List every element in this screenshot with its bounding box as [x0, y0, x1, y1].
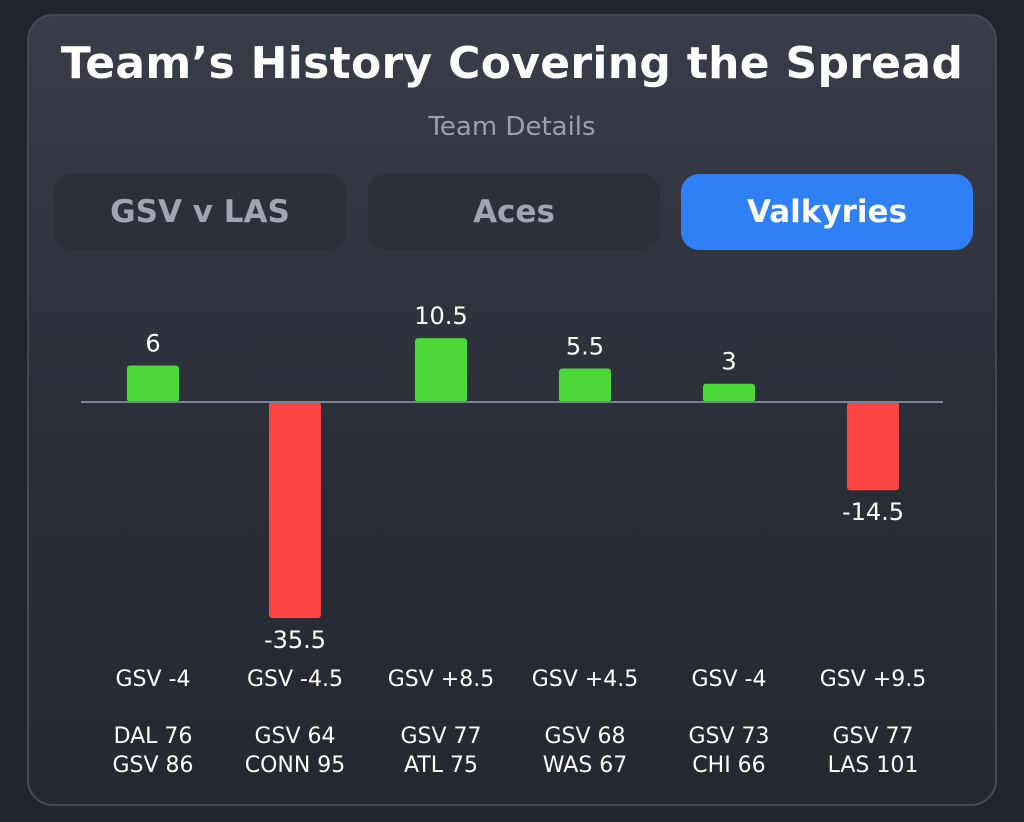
score-line-1: GSV 68 [544, 724, 625, 749]
score-line-1: DAL 76 [114, 724, 193, 749]
data-label: 10.5 [414, 302, 467, 330]
spread-label: GSV +8.5 [388, 667, 494, 692]
score-line-1: GSV 77 [400, 724, 481, 749]
bar-chart: 6 GSV -4 DAL 76 GSV 86 -35.5 GSV -4.5 GSV 64 CO… [81, 302, 943, 778]
spread-label: GSV +4.5 [532, 667, 638, 692]
bar [269, 402, 321, 618]
spread-label: GSV -4 [692, 667, 767, 692]
tab-aces[interactable]: Aces [368, 174, 660, 250]
chart-subtitle: Team Details [428, 112, 596, 142]
chart-card: Team’s History Covering the Spread Team … [27, 14, 997, 806]
score-line-2: WAS 67 [543, 753, 628, 778]
score-line-2: CONN 95 [245, 753, 346, 778]
bar [559, 368, 611, 402]
spread-label: GSV +9.5 [820, 667, 926, 692]
bar [415, 338, 467, 402]
data-label: -14.5 [842, 498, 904, 526]
spread-label: GSV -4 [116, 667, 191, 692]
bar [127, 365, 179, 402]
spread-label: GSV -4.5 [247, 667, 343, 692]
bar [703, 383, 755, 402]
score-line-1: GSV 64 [254, 724, 335, 749]
chart-title: Team’s History Covering the Spread [60, 38, 964, 89]
data-label: 6 [145, 329, 160, 357]
score-line-2: CHI 66 [692, 753, 765, 778]
data-label: -35.5 [264, 626, 326, 654]
score-line-1: GSV 77 [832, 724, 913, 749]
tab-valkyries[interactable]: Valkyries [681, 174, 973, 250]
score-line-2: LAS 101 [828, 753, 919, 778]
tab-matchup[interactable]: GSV v LAS [54, 174, 346, 250]
bar [847, 402, 899, 491]
score-line-2: ATL 75 [404, 753, 478, 778]
score-line-2: GSV 86 [112, 753, 193, 778]
data-label: 5.5 [566, 333, 604, 361]
data-label: 3 [721, 348, 736, 376]
score-line-1: GSV 73 [688, 724, 769, 749]
